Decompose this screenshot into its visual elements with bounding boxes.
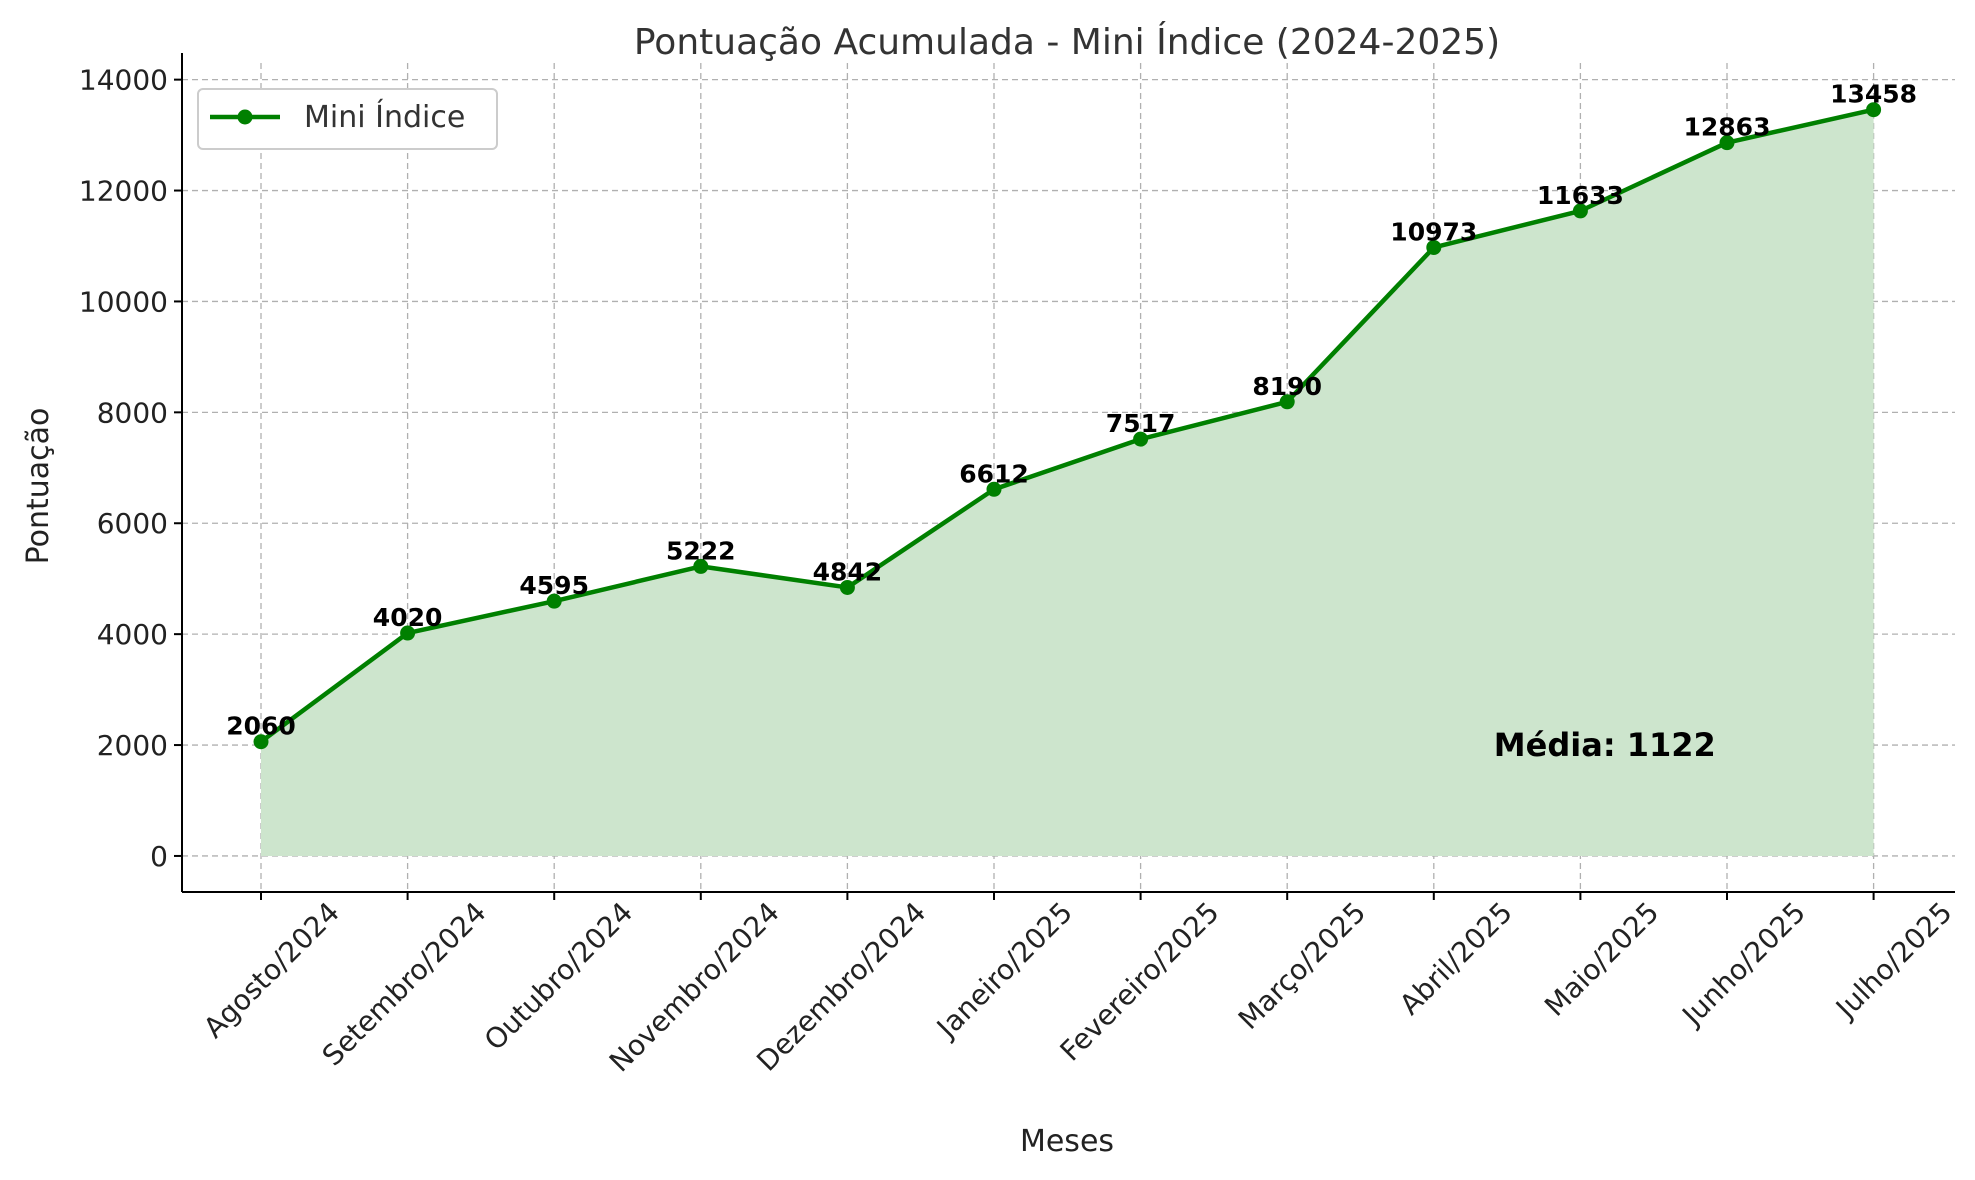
data-label: 4595: [519, 571, 589, 600]
legend-entry-mini-indice: Mini Índice: [304, 99, 465, 135]
legend-box: [197, 88, 498, 150]
chart-title: Pontuação Acumulada - Mini Índice (2024-…: [634, 21, 1500, 63]
x-tick-label: Julho/2025: [1828, 896, 1958, 1026]
data-label: 4020: [373, 603, 443, 632]
data-point: [1279, 394, 1295, 410]
x-tick-label: Fevereiro/2025: [1054, 896, 1226, 1068]
data-point: [1866, 102, 1882, 118]
data-label: 13458: [1830, 80, 1917, 109]
x-tick-label: Outubro/2024: [478, 896, 639, 1057]
y-tick-label: 8000: [97, 396, 168, 429]
x-tick-label: Junho/2025: [1675, 896, 1812, 1033]
data-point: [253, 734, 269, 750]
data-point: [693, 558, 709, 574]
data-label: 11633: [1537, 181, 1624, 210]
y-tick-label: 10000: [79, 285, 168, 318]
data-labels: 2060 4020 4595 5222 4842 6612 7517 8190 10973 116…: [226, 80, 1917, 741]
data-label: 10973: [1390, 217, 1477, 246]
legend: Mini Índice: [197, 88, 498, 150]
x-tick-label: Agosto/2024: [197, 896, 346, 1045]
data-label: 8190: [1252, 372, 1322, 401]
data-label: 5222: [666, 536, 736, 565]
y-tick-label: 4000: [97, 618, 168, 651]
legend-marker-swatch: [237, 109, 253, 125]
area-fill: [261, 109, 1874, 856]
data-points: [253, 102, 1882, 750]
series-line-layer: [259, 107, 1875, 744]
data-label: 2060: [226, 712, 296, 741]
x-tick-label: Janeiro/2025: [929, 896, 1079, 1046]
y-tick-label: 2000: [97, 729, 168, 762]
y-tick-label: 0: [150, 840, 168, 873]
data-point: [1133, 431, 1149, 447]
data-label: 12863: [1684, 113, 1771, 142]
data-point: [1426, 239, 1442, 255]
data-label: 7517: [1106, 409, 1176, 438]
data-point: [1719, 135, 1735, 151]
data-label: 6612: [959, 459, 1029, 488]
y-tick-label: 6000: [97, 507, 168, 540]
y-tick-label: 14000: [79, 64, 168, 97]
x-tick-label: Março/2025: [1232, 896, 1372, 1036]
x-tick-label: Maio/2025: [1538, 896, 1665, 1023]
data-point: [839, 579, 855, 595]
data-point: [986, 481, 1002, 497]
y-axis-title: Pontuação: [21, 408, 56, 565]
mean-annotation: Média: 1122: [1494, 726, 1716, 764]
series-line: [259, 107, 1875, 744]
x-axis-title: Meses: [1020, 1124, 1114, 1159]
data-point: [546, 593, 562, 609]
data-point: [400, 625, 416, 641]
data-point: [1572, 203, 1588, 219]
area-fill-layer: [261, 109, 1874, 856]
data-label: 4842: [813, 557, 883, 586]
x-tick-label: Abril/2025: [1393, 896, 1519, 1022]
y-tick-label: 12000: [79, 175, 168, 208]
